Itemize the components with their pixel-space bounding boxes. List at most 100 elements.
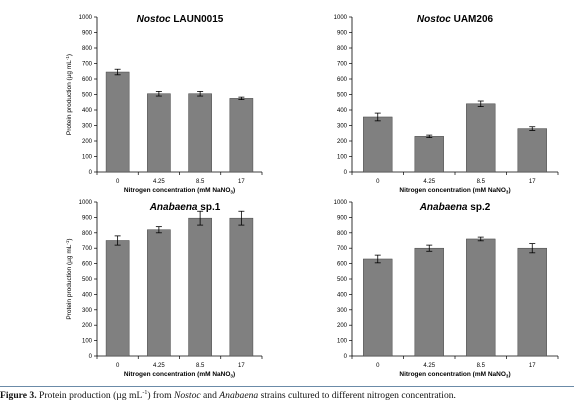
y-tick-label: 500 — [82, 277, 93, 283]
y-tick-label: 700 — [337, 62, 348, 68]
y-tick-label: 600 — [337, 262, 348, 268]
y-tick-label: 400 — [82, 108, 93, 114]
x-tick-label: 4.25 — [153, 363, 165, 369]
y-tick-label: 200 — [337, 139, 348, 145]
y-tick-label: 800 — [337, 46, 348, 52]
error-bar-4.25 — [155, 226, 162, 234]
error-bar-4.25 — [155, 91, 162, 97]
x-axis-label: Nitrogen concentration (mM NaNO3) — [399, 187, 510, 195]
bar-4.25 — [414, 247, 444, 357]
x-tick-label: 8.5 — [196, 179, 205, 185]
error-bar-8.5 — [477, 236, 484, 242]
x-tick-label: 8.5 — [477, 363, 486, 369]
error-bar-0 — [114, 235, 121, 246]
y-tick-label: 900 — [82, 31, 93, 37]
caption-text-3: and — [200, 390, 220, 402]
chart-title: Anabaena sp.1 — [149, 202, 221, 213]
bar-0 — [363, 116, 393, 173]
y-tick-label: 1000 — [79, 15, 93, 21]
y-tick-label: 1000 — [79, 200, 93, 206]
x-tick-label: 17 — [238, 363, 245, 369]
x-tick-label: 17 — [529, 179, 536, 185]
error-bar-4.25 — [426, 244, 433, 252]
bar-0 — [363, 258, 393, 357]
chart-panel-4: 0 100 200 300 400 500 600 700 800 900 1000 0 4.25 8.5… — [334, 200, 559, 379]
bar-8.5 — [466, 103, 496, 173]
bar-17 — [517, 247, 547, 357]
y-tick-label: 700 — [82, 246, 93, 252]
chart-title: Nostoc LAUN0015 — [137, 14, 224, 25]
x-tick-label: 0 — [116, 363, 120, 369]
chart-panel-1: 0 100 200 300 400 500 600 700 800 900 1000 0 4.25 8.5… — [65, 14, 263, 195]
x-tick-label: 17 — [238, 179, 245, 185]
y-tick-label: 600 — [337, 77, 348, 83]
y-tick-label: 400 — [82, 292, 93, 298]
y-tick-label: 400 — [337, 292, 348, 298]
chart-title: Nostoc UAM206 — [417, 14, 494, 25]
y-axis-label: Protein production (µg mL-1) — [65, 54, 73, 135]
y-tick-label: 0 — [89, 354, 93, 360]
y-tick-label: 600 — [82, 77, 93, 83]
caption-text-4: strains cultured to different nitrogen c… — [258, 390, 456, 402]
y-tick-label: 800 — [82, 46, 93, 52]
y-tick-label: 500 — [82, 93, 93, 99]
y-tick-label: 0 — [344, 170, 348, 176]
y-tick-label: 200 — [82, 139, 93, 145]
chart-panel-2: 0 100 200 300 400 500 600 700 800 900 1000 0 4.25 8.5… — [334, 14, 559, 195]
caption-label: Figure 3. — [0, 390, 37, 402]
bar-4.25 — [414, 136, 444, 173]
x-axis-label: Nitrogen concentration (mM NaNO3) — [399, 371, 510, 379]
chart-panel-3: 0 100 200 300 400 500 600 700 800 900 1000 0 4.25 8.5… — [65, 200, 263, 379]
y-tick-label: 300 — [82, 124, 93, 130]
y-tick-label: 300 — [337, 308, 348, 314]
x-tick-label: 0 — [376, 363, 380, 369]
bar-4.25 — [147, 229, 171, 357]
error-bar-17 — [529, 243, 536, 254]
caption-italic-anabaena: Anabaena — [219, 390, 259, 402]
y-tick-label: 900 — [337, 31, 348, 37]
x-tick-label: 17 — [529, 363, 536, 369]
x-axis-label: Nitrogen concentration (mM NaNO3) — [124, 187, 235, 195]
y-tick-label: 100 — [82, 339, 93, 345]
y-tick-label: 100 — [337, 339, 348, 345]
bar-17 — [517, 128, 547, 173]
error-bar-0 — [114, 68, 121, 76]
y-tick-label: 0 — [89, 170, 93, 176]
y-tick-label: 1000 — [334, 200, 348, 206]
y-tick-label: 900 — [82, 215, 93, 221]
x-tick-label: 8.5 — [477, 179, 486, 185]
y-tick-label: 500 — [337, 277, 348, 283]
y-tick-label: 100 — [337, 155, 348, 161]
x-tick-label: 4.25 — [153, 179, 165, 185]
x-tick-label: 8.5 — [196, 363, 205, 369]
error-bar-8.5 — [197, 91, 204, 97]
y-tick-label: 700 — [337, 246, 348, 252]
caption-divider — [0, 386, 574, 387]
y-tick-label: 400 — [337, 108, 348, 114]
bar-0 — [105, 240, 130, 357]
y-tick-label: 0 — [344, 354, 348, 360]
x-tick-label: 0 — [116, 179, 120, 185]
bar-4.25 — [147, 93, 171, 173]
y-tick-label: 800 — [82, 231, 93, 237]
y-tick-label: 200 — [82, 323, 93, 329]
caption-italic-nostoc: Nostoc — [173, 390, 201, 402]
y-tick-label: 300 — [337, 124, 348, 130]
chart-title: Anabaena sp.2 — [419, 202, 491, 213]
x-axis-label: Nitrogen concentration (mM NaNO3) — [124, 371, 235, 379]
error-bar-17 — [238, 96, 245, 101]
y-tick-label: 200 — [337, 323, 348, 329]
y-tick-label: 900 — [337, 215, 348, 221]
y-tick-label: 700 — [82, 62, 93, 68]
caption-text-1: Protein production (µg mL — [36, 390, 143, 402]
caption-text-2: ) from — [147, 390, 174, 402]
y-tick-label: 800 — [337, 231, 348, 237]
caption-superscript: -1 — [142, 390, 148, 396]
y-tick-label: 600 — [82, 262, 93, 268]
error-bar-8.5 — [197, 210, 204, 226]
y-tick-label: 300 — [82, 308, 93, 314]
y-tick-label: 1000 — [334, 15, 348, 21]
x-tick-label: 0 — [376, 179, 380, 185]
